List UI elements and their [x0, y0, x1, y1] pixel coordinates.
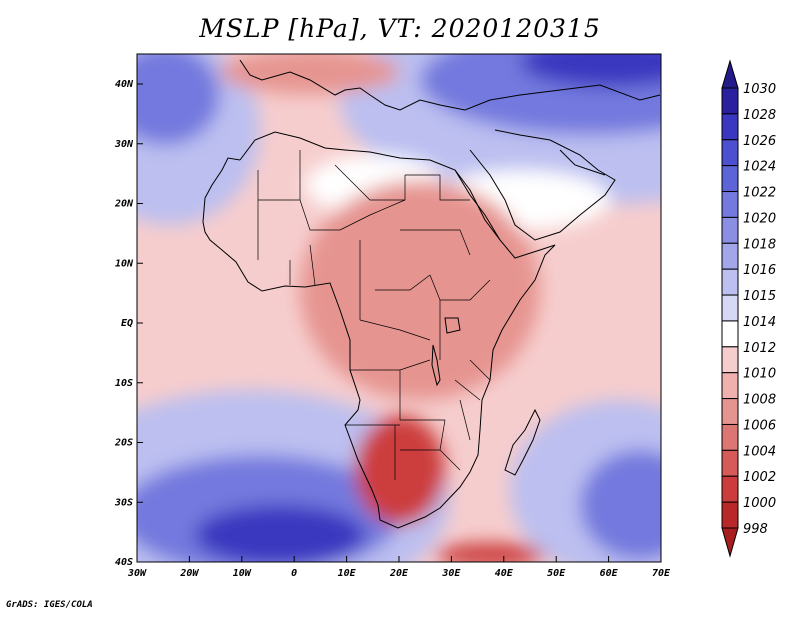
europe-coastline	[239, 59, 661, 111]
madagascar-coastline	[504, 408, 541, 476]
colorbar-label: 1020	[743, 211, 776, 226]
colorbar-box	[721, 398, 739, 425]
lat-tick-label: 10N	[115, 258, 134, 269]
lat-tick-label: 40S	[115, 557, 133, 568]
lon-tick-label: 30E	[441, 568, 461, 579]
colorbar: 1030 1028 1026 1024 1022 1020 1018 1016 1015 1014…	[721, 59, 776, 558]
colorbar-label: 1002	[743, 470, 776, 485]
colorbar-label: 1014	[743, 315, 776, 330]
lon-tick-label: 60E	[600, 568, 619, 579]
colorbar-box	[721, 268, 739, 296]
pressure-field	[137, 54, 661, 562]
lon-tick-label: 0	[291, 568, 297, 579]
lon-tick-label: 10E	[338, 568, 357, 579]
colorbar-label: 1008	[743, 393, 776, 408]
low-southern-ocean	[435, 543, 545, 562]
colorbar-box	[721, 372, 739, 400]
lat-tick-label: 20N	[114, 199, 134, 210]
low-mediterranean	[220, 54, 400, 94]
colorbar-box	[721, 113, 739, 141]
country-borders	[257, 150, 491, 480]
high-ne-strong	[520, 54, 661, 87]
lat-tick-label: 30N	[114, 139, 134, 150]
colorbar-label: 1006	[743, 418, 776, 433]
colorbar-box	[721, 216, 739, 244]
colorbar-label: 1024	[743, 160, 776, 175]
lon-tick-label: 30W	[127, 568, 147, 579]
colorbar-box	[721, 139, 739, 167]
lake-victoria	[444, 317, 461, 334]
red-sea-coast	[454, 169, 501, 241]
lon-tick-label: 40E	[495, 568, 514, 579]
coastlines-and-borders	[202, 59, 661, 529]
colorbar-label: 998	[743, 522, 768, 537]
lat-tick-label: 40N	[115, 79, 134, 90]
colorbar-box	[721, 87, 739, 115]
colorbar-label: 1028	[743, 108, 776, 123]
colorbar-box	[721, 320, 739, 348]
lon-tick-label: 10W	[233, 568, 252, 579]
colorbar-label: 1004	[743, 444, 776, 459]
lat-tick-label: EQ	[121, 318, 133, 329]
lon-tick-label: 20W	[179, 568, 199, 579]
colorbar-label: 1022	[743, 186, 776, 201]
longitude-axis: 30W 20W 10W 0 10E 20E 30E 40E 50E 60E 70E	[127, 556, 671, 579]
high-satl-strong	[195, 505, 365, 562]
colorbar-label: 1000	[743, 496, 776, 511]
colorbar-box	[721, 242, 739, 270]
colorbar-top-arrow	[721, 59, 739, 89]
map-title: MSLP [hPa], VT: 2020120315	[199, 14, 601, 43]
colorbar-box	[721, 346, 739, 374]
colorbar-label: 1030	[743, 82, 776, 97]
colorbar-bottom-arrow	[721, 527, 739, 558]
colorbar-label: 1016	[743, 263, 776, 278]
persian-gulf-coast	[559, 149, 606, 176]
colorbar-box	[721, 501, 739, 529]
lat-tick-label: 30S	[114, 497, 133, 508]
high-nw-mid	[137, 54, 220, 145]
colorbar-box	[721, 294, 739, 322]
colorbar-label: 1015	[743, 289, 776, 304]
colorbar-box	[721, 165, 739, 193]
lat-tick-label: 10S	[115, 378, 133, 389]
colorbar-box	[721, 449, 739, 477]
colorbar-box	[721, 191, 739, 218]
colorbar-labels: 1030 1028 1026 1024 1022 1020 1018 1016 1015 1014…	[743, 82, 776, 537]
colorbar-boxes	[721, 87, 739, 529]
lon-tick-label: 50E	[547, 568, 566, 579]
low-southern-africa	[355, 415, 445, 525]
colorbar-box	[721, 423, 739, 451]
high-sind-mid	[580, 450, 661, 560]
colorbar-box	[721, 475, 739, 503]
colorbar-label: 1010	[743, 367, 776, 382]
lon-tick-label: 20E	[389, 568, 409, 579]
colorbar-label: 1018	[743, 237, 776, 252]
lon-tick-label: 70E	[652, 568, 671, 579]
lat-tick-label: 20S	[114, 438, 133, 449]
colorbar-label: 1012	[743, 341, 776, 356]
lake-tanganyika	[431, 344, 441, 387]
colorbar-label: 1026	[743, 134, 776, 149]
latitude-axis: 40N 30N 20N 10N EQ 10S 20S 30S 40S	[114, 79, 143, 568]
credit-text: GrADS: IGES/COLA	[6, 600, 93, 610]
arabia-coastline	[469, 129, 616, 241]
